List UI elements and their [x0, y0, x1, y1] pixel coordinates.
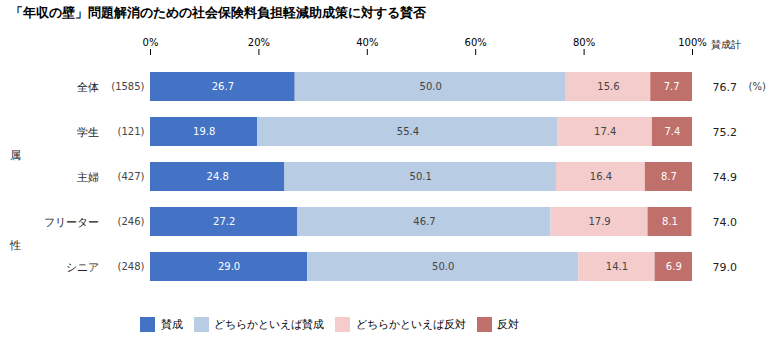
svg-text:(246): (246)	[118, 216, 145, 227]
svg-text:主婦: 主婦	[77, 171, 99, 184]
svg-text:74.9: 74.9	[713, 171, 738, 184]
svg-text:7.4: 7.4	[664, 126, 680, 137]
html-text:賛成: 賛成	[160, 318, 183, 331]
svg-text:26.7: 26.7	[212, 81, 234, 92]
svg-text:75.2: 75.2	[713, 126, 738, 139]
html-text:どちらかといえば賛成: どちらかといえば賛成	[214, 318, 324, 331]
html-text:どちらかといえば反対: どちらかといえば反対	[355, 318, 466, 331]
svg-text:(121): (121)	[118, 126, 145, 137]
svg-text:100%: 100%	[678, 37, 707, 48]
svg-text:20%: 20%	[248, 37, 270, 48]
svg-text:シニア: シニア	[66, 261, 99, 274]
svg-text:55.4: 55.4	[397, 126, 419, 137]
svg-text:8.1: 8.1	[662, 216, 678, 227]
svg-text:15.6: 15.6	[597, 81, 619, 92]
svg-text:属: 属	[10, 149, 21, 162]
svg-text:7.7: 7.7	[664, 81, 680, 92]
html-text:反対: 反対	[497, 318, 519, 331]
svg-text:0%: 0%	[143, 37, 159, 48]
svg-text:(427): (427)	[118, 171, 145, 182]
svg-text:79.0: 79.0	[713, 261, 738, 274]
svg-text:17.9: 17.9	[588, 216, 610, 227]
svg-text:40%: 40%	[356, 37, 378, 48]
svg-text:46.7: 46.7	[413, 216, 435, 227]
html-text:「年収の壁」問題解消のための社会保険料負担軽減助成策に対する: 「年収の壁」問題解消のための社会保険料負担軽減助成策に対する賛否	[10, 5, 426, 20]
svg-text:24.8: 24.8	[207, 171, 229, 182]
svg-text:50.0: 50.0	[420, 81, 442, 92]
svg-text:性: 性	[9, 239, 21, 252]
svg-text:全体: 全体	[77, 81, 99, 94]
svg-text:賛成計: 賛成計	[711, 39, 741, 50]
svg-text:6.9: 6.9	[666, 261, 682, 272]
svg-text:50.1: 50.1	[410, 171, 432, 182]
svg-text:80%: 80%	[573, 37, 595, 48]
svg-text:17.4: 17.4	[594, 126, 616, 137]
svg-text:(1585): (1585)	[111, 81, 144, 92]
svg-text:フリーター: フリーター	[44, 216, 99, 229]
svg-text:27.2: 27.2	[213, 216, 235, 227]
svg-text:14.1: 14.1	[606, 261, 628, 272]
svg-text:50.0: 50.0	[432, 261, 454, 272]
svg-text:(%): (%)	[749, 81, 766, 92]
svg-text:(248): (248)	[118, 261, 145, 272]
svg-text:8.7: 8.7	[661, 171, 677, 182]
svg-text:学生: 学生	[77, 126, 99, 139]
svg-text:29.0: 29.0	[218, 261, 240, 272]
svg-text:76.7: 76.7	[713, 81, 738, 94]
svg-text:60%: 60%	[465, 37, 487, 48]
svg-text:16.4: 16.4	[590, 171, 612, 182]
svg-text:74.0: 74.0	[713, 216, 738, 229]
svg-text:19.8: 19.8	[193, 126, 215, 137]
